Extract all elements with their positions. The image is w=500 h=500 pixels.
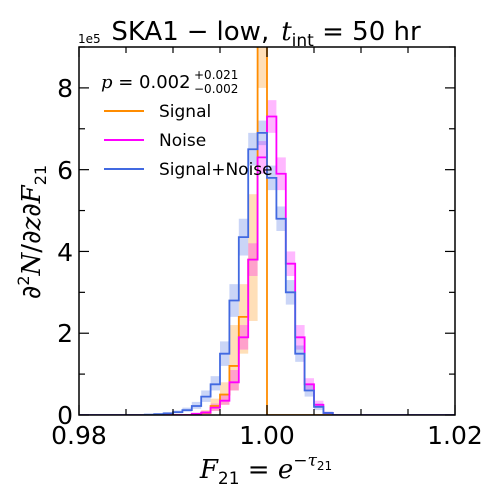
y-offset-label: 1e5 <box>78 32 101 46</box>
legend-label: Signal+Noise <box>159 160 273 180</box>
band-signal-noise-bin <box>210 376 220 391</box>
band-signal-bin <box>220 382 230 405</box>
band-signal-bin <box>257 47 267 88</box>
p-upper-error: +0.021 <box>194 68 238 82</box>
x-axis-label: F21 = e−τ21 <box>199 451 332 489</box>
band-signal-bin <box>210 398 220 411</box>
band-noise-bin <box>229 370 239 391</box>
y-axis-label: ∂2N/∂z∂F21 <box>14 165 50 299</box>
x-tick-label: 0.98 <box>51 421 107 450</box>
axis-ticks <box>78 46 456 416</box>
band-signal-bin <box>248 194 258 321</box>
band-signal-bin <box>229 325 239 391</box>
series-line-signal-noise <box>79 131 455 415</box>
y-tick-label: 4 <box>57 238 73 267</box>
y-tick-label: 0 <box>57 401 73 430</box>
y-tick-label: 6 <box>57 156 73 185</box>
y-tick-label: 8 <box>57 74 73 103</box>
x-tick-label: 1.02 <box>427 421 483 450</box>
y-tick-label: 2 <box>57 319 73 348</box>
band-noise-bin <box>220 394 230 405</box>
series-lines <box>79 47 455 415</box>
legend: Signal Noise Signal+Noise <box>104 102 273 180</box>
legend-label: Signal <box>159 102 211 122</box>
p-lower-error: −0.002 <box>194 82 238 96</box>
chart-title: SKA1− low, tint = 50 hr <box>111 17 421 51</box>
band-signal-bin <box>238 284 249 354</box>
x-tick-label: 1.00 <box>239 421 295 450</box>
p-value-annotation: p = 0.002 <box>101 72 191 93</box>
legend-label: Noise <box>159 131 206 151</box>
